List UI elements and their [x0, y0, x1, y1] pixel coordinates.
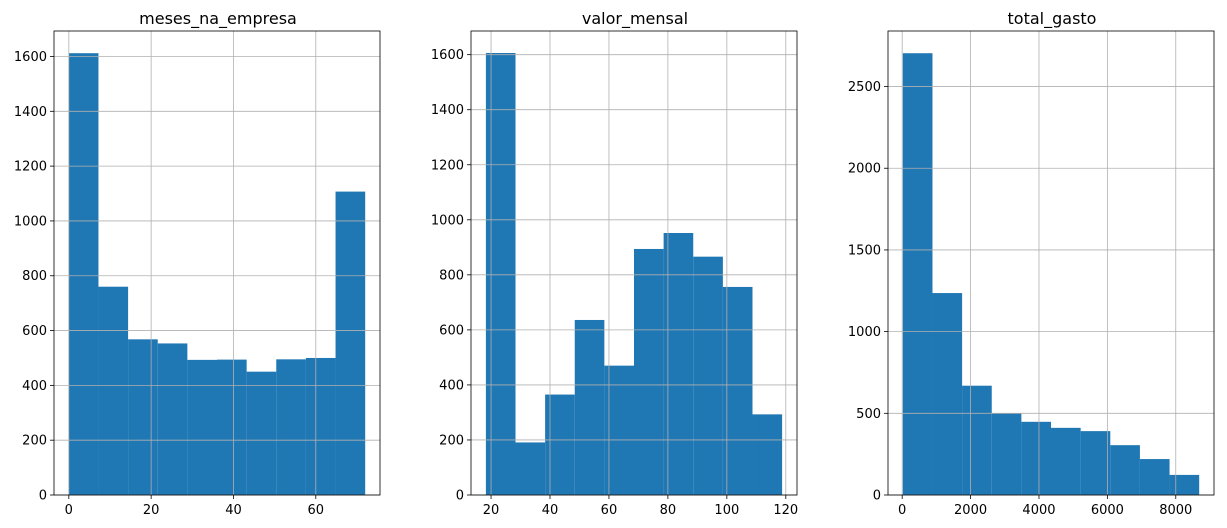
subplot-total-gasto: total_gasto 0 2000 4000 6000 8000 0 500 1000 150…: [848, 9, 1215, 518]
histogram-bar: [1110, 445, 1140, 495]
histogram-bar: [128, 339, 158, 495]
histogram-bar: [991, 413, 1022, 495]
y-tick-label: 1600: [14, 50, 47, 65]
histogram-bar: [246, 371, 277, 495]
axes-frame: [887, 30, 1215, 496]
histogram-bar: [1139, 459, 1170, 495]
y-tick-label: 200: [22, 434, 47, 449]
histogram-bar: [1051, 427, 1081, 495]
y-tick-label: 400: [439, 378, 464, 393]
x-tick-label: 8000: [1159, 503, 1192, 518]
x-tick-label: 20: [483, 503, 500, 518]
histogram-bar: [485, 53, 516, 496]
y-tick-label: 600: [22, 324, 47, 339]
y-tick-label: 2500: [848, 80, 881, 95]
histogram-bar: [187, 359, 217, 495]
histogram-bar: [962, 385, 992, 495]
histogram-bar: [1021, 421, 1052, 495]
histogram-bar: [98, 286, 129, 495]
histogram-bar: [663, 233, 694, 495]
x-tick-label: 40: [225, 503, 242, 518]
histogram-bar: [515, 442, 546, 495]
y-tick-label: 600: [439, 323, 464, 338]
axes-frame: [470, 30, 798, 496]
histogram-bar: [217, 359, 247, 495]
histogram-bar: [1080, 431, 1111, 495]
histogram-bar: [68, 53, 99, 495]
y-tick-label: 0: [456, 489, 464, 504]
y-tick-label: 800: [439, 268, 464, 283]
y-tick-label: 500: [856, 407, 881, 422]
histogram-bar: [634, 248, 664, 495]
histogram-bar: [902, 53, 933, 495]
axes-frame: [53, 30, 381, 496]
histogram-bar: [752, 414, 783, 495]
y-tick-label: 1000: [848, 325, 881, 340]
y-tick-label: 1400: [431, 103, 464, 118]
y-tick-label: 0: [873, 489, 881, 504]
x-tick-label: 100: [714, 503, 739, 518]
y-tick-label: 2000: [848, 162, 881, 177]
x-tick-label: 6000: [1091, 503, 1124, 518]
x-tick-label: 20: [143, 503, 160, 518]
x-tick-label: 0: [65, 503, 73, 518]
y-tick-label: 1600: [431, 48, 464, 63]
y-tick-label: 1000: [431, 213, 464, 228]
histogram-bar: [1169, 474, 1200, 495]
y-tick-label: 1000: [14, 214, 47, 229]
y-tick-label: 0: [39, 489, 47, 504]
subplot-title: total_gasto: [1008, 9, 1097, 29]
x-tick-label: 120: [773, 503, 798, 518]
subplot-title: valor_mensal: [582, 9, 688, 29]
y-tick-label: 200: [439, 433, 464, 448]
y-tick-label: 1200: [431, 158, 464, 173]
x-tick-label: 0: [898, 503, 906, 518]
x-tick-label: 2000: [954, 503, 987, 518]
x-tick-label: 80: [660, 503, 677, 518]
histogram-bar: [276, 359, 306, 495]
histogram-bar: [335, 191, 366, 495]
y-tick-label: 800: [22, 269, 47, 284]
y-tick-label: 400: [22, 379, 47, 394]
y-tick-label: 1200: [14, 160, 47, 175]
histogram-bar: [574, 319, 605, 495]
y-tick-label: 1400: [14, 105, 47, 120]
histogram-bar: [545, 394, 575, 495]
subplot-meses-na-empresa: meses_na_empresa 0 20 40 600200400600800100…: [14, 9, 381, 518]
x-tick-label: 40: [542, 503, 559, 518]
histogram-bar: [693, 256, 723, 495]
x-tick-label: 4000: [1022, 503, 1055, 518]
histogram-bar: [722, 286, 753, 495]
x-tick-label: 60: [308, 503, 325, 518]
histogram-bar: [932, 293, 963, 495]
histogram-bar: [305, 357, 336, 495]
y-tick-label: 1500: [848, 243, 881, 258]
subplot-valor-mensal: valor_mensal 20 40 60 80 100 1200200400600800…: [431, 9, 798, 518]
histogram-bar: [157, 343, 188, 495]
subplot-title: meses_na_empresa: [139, 9, 297, 29]
x-tick-label: 60: [601, 503, 618, 518]
